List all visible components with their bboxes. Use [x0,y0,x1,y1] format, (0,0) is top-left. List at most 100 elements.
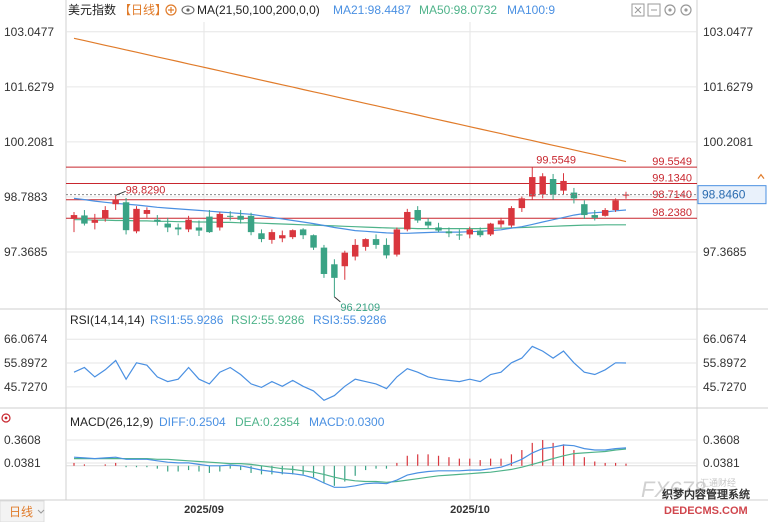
candle [549,173,557,200]
candle [164,217,171,233]
candle-body [581,204,588,216]
current-price-label: 98.8460 [702,188,746,202]
rsi1-value: RSI1:55.9286 [150,313,224,327]
macd-dea-value: DEA:0.2354 [235,415,300,429]
candle-body [476,230,484,236]
price-tick-left: 103.0477 [4,25,54,39]
x-tick-label: 2025/09 [184,504,224,516]
candle [414,206,421,223]
candle-body [612,200,619,211]
candle [341,250,349,280]
ma50-line [74,219,626,230]
candle [185,215,192,233]
candle-body [372,239,380,245]
candle-body [112,199,119,205]
macd-title[interactable]: MACD(26,12,9) [70,415,153,429]
candle [581,200,588,219]
candle [487,222,494,236]
watermark-site: 汇通财经 [700,477,736,488]
settings-icon[interactable] [680,4,692,16]
candle-body [91,219,99,223]
macd-diff-line [73,444,627,488]
candle [70,211,78,233]
instrument-title: 美元指数 [68,2,116,17]
macd-tick-left: 0.0381 [4,456,41,470]
period-tab-label[interactable]: 日线 [9,505,33,519]
candle [466,226,474,239]
candle [435,222,442,233]
rsi-tick-left: 55.8972 [4,356,48,370]
ma21-line [73,197,627,234]
candle [299,228,307,240]
candle-body [268,232,276,240]
candle-body [174,227,182,230]
candle [133,206,140,234]
ma50-value: MA50:98.0732 [419,3,497,17]
lock-icon[interactable] [165,4,177,16]
candle [289,229,296,240]
candle-body [362,239,369,247]
candle [143,207,151,218]
eye-icon[interactable] [181,5,195,15]
rsi-tick-right: 45.7270 [703,380,747,394]
period-label[interactable]: 【日线】 [119,3,167,17]
current-price-tag [697,185,767,205]
candle [320,244,328,278]
candle [247,212,255,236]
candle-body [154,219,161,222]
ma-settings-label[interactable]: MA(21,50,100,200,0,0) [197,3,320,17]
price-tick-left: 97.3685 [4,245,48,259]
candle [279,230,286,243]
candle [570,187,578,204]
ma100-value: MA100:9 [507,3,555,17]
price-legend: 美元指数 【日线】 MA(21,50,100,200,0,0) MA21:98.… [68,2,692,17]
rsi-tick-right: 55.8972 [703,356,747,370]
expand-icon[interactable] [647,3,661,17]
candle [601,208,609,217]
candle [393,227,401,257]
watermark: FX678 汇通财经 织梦内容管理系统 DEDECMS.COM [641,477,750,517]
candle [154,215,161,226]
candle-body [404,211,411,230]
candle [331,259,338,297]
candle [508,206,515,228]
candle-body [164,223,171,228]
candle-body [237,215,244,220]
candle-body [247,215,255,233]
candle-body [601,210,609,216]
candle-body [258,233,265,240]
candle-body [331,264,338,278]
rsi-tick-right: 66.0674 [703,332,747,346]
candle-body [508,208,515,226]
candle-body [289,230,296,238]
candle [174,223,182,236]
candle [81,210,88,226]
low-pointer [334,296,341,303]
rsi-tick-left: 45.7270 [4,380,48,394]
reference-line-label: 99.5549 [652,156,692,168]
candle-body [497,220,505,225]
indicator-settings-icon[interactable] [1,413,11,423]
period-tab[interactable]: 日线 [0,500,45,522]
gear-icon[interactable] [664,4,676,16]
candle [445,227,453,238]
candle-body [195,227,203,231]
macd-tick-left: 0.3608 [4,433,41,447]
close-icon[interactable] [631,3,645,17]
candle [612,198,619,212]
candle [195,220,203,236]
macd-panel [66,440,697,488]
candle [268,229,276,244]
candle [122,198,130,235]
candle-body [591,215,598,218]
candle [372,234,380,249]
candle-body [518,198,526,209]
candle [497,217,505,228]
candle-body [383,244,390,256]
rsi-title[interactable]: RSI(14,14,14) [70,313,145,327]
candle-body [279,235,286,239]
candle-body [299,229,307,236]
candle [226,211,234,221]
candle-body [320,247,328,274]
